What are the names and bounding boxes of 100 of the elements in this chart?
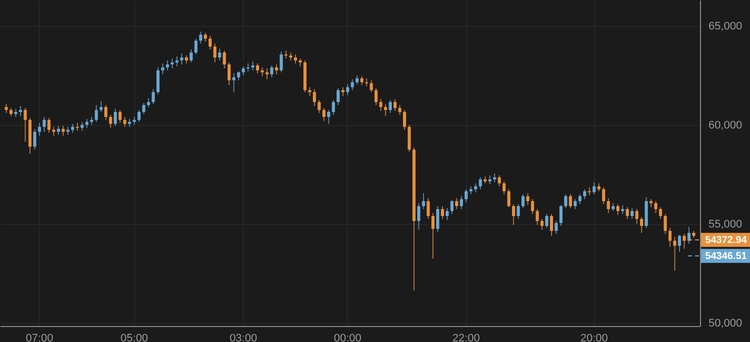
candlestick (592, 182, 596, 195)
candlestick (322, 108, 326, 122)
candlestick (274, 64, 278, 75)
candlestick (574, 198, 577, 210)
candlestick (540, 218, 544, 230)
candlestick (208, 35, 212, 50)
candlestick (578, 194, 582, 205)
candlestick (530, 198, 534, 215)
candlestick (152, 88, 155, 105)
candlestick (350, 78, 354, 91)
candlestick (374, 88, 378, 106)
candlestick (664, 214, 667, 234)
candlestick (38, 122, 42, 136)
candlestick (568, 194, 572, 209)
candlestick (18, 106, 22, 116)
candlestick (682, 233, 686, 250)
candlestick (478, 176, 482, 190)
candlestick (218, 48, 222, 61)
candlestick (232, 72, 236, 93)
candlestick (42, 116, 46, 132)
x-tick-label: 00:00 (334, 332, 362, 342)
candlestick (678, 234, 682, 252)
y-tick-label: 65,000 (708, 20, 742, 32)
candlestick (460, 196, 463, 210)
candlestick (256, 62, 260, 74)
candlestick (398, 104, 402, 116)
candlestick (318, 100, 321, 114)
y-tick-label: 50,000 (708, 318, 742, 330)
candlestick (455, 198, 458, 210)
candlestick (384, 104, 388, 116)
x-tick-label: 07:00 (26, 332, 54, 342)
candlestick (346, 84, 350, 96)
candlestick (228, 62, 231, 86)
candlestick (104, 104, 108, 120)
candlestick (668, 227, 672, 248)
candlestick (422, 192, 426, 210)
candlestick (554, 220, 558, 234)
candlestick (222, 50, 226, 69)
y-tick-label: 60,000 (708, 119, 742, 132)
candlestick (516, 204, 520, 220)
candlestick (559, 204, 563, 226)
candlestick (161, 62, 164, 75)
candlestick (426, 198, 430, 220)
candlestick (658, 206, 662, 220)
x-tick-label: 20:00 (580, 332, 608, 342)
candlestick (123, 116, 126, 128)
candlestick (564, 194, 568, 209)
candlestick (502, 180, 506, 195)
candlestick (550, 214, 554, 236)
candlestick (626, 206, 629, 220)
candlestick (100, 100, 103, 112)
candlestick (635, 208, 638, 224)
candlestick (450, 200, 454, 215)
candlestick (109, 114, 112, 128)
candlestick (370, 80, 373, 93)
candlestick (512, 204, 516, 226)
candlestick (388, 100, 392, 114)
candlestick (464, 188, 468, 203)
x-tick-label: 05:00 (120, 332, 148, 342)
candlestick (47, 117, 50, 134)
candlestick (312, 88, 316, 107)
candlestick (270, 64, 274, 78)
candlestick (408, 124, 411, 152)
candlestick (280, 51, 283, 73)
candlestick (142, 102, 146, 114)
candlestick (526, 192, 530, 206)
candlestick (431, 212, 435, 260)
candlestick (654, 200, 658, 214)
candlestick (327, 109, 330, 124)
candlestick (24, 108, 27, 142)
candlestick (114, 108, 117, 126)
candlestick (199, 31, 202, 44)
candlestick (213, 43, 216, 63)
candlestick (583, 188, 586, 200)
candlestick (180, 53, 184, 65)
candlestick (640, 216, 644, 234)
candlestick (170, 58, 174, 69)
candlestick (194, 38, 198, 55)
candlestick (498, 174, 501, 187)
candlestick (265, 68, 269, 80)
candlestick (62, 125, 65, 136)
candlestick (332, 100, 335, 116)
candlestick (336, 88, 340, 106)
text: 54372.94 (705, 234, 748, 246)
candlestick (190, 49, 193, 63)
candlestick (402, 109, 406, 130)
x-tick-label: 22:00 (452, 332, 480, 342)
candlestick (118, 109, 122, 124)
candlestick (33, 128, 36, 150)
candlestick (436, 206, 440, 232)
candlestick (94, 104, 98, 122)
candlestick (394, 98, 397, 112)
candlestick (630, 208, 634, 220)
candlestick (616, 204, 620, 216)
candlestick (522, 194, 525, 209)
y-tick-label: 55,000 (708, 218, 742, 230)
candlestick (156, 66, 160, 95)
candlestick (166, 60, 170, 71)
candlestick (440, 206, 444, 220)
candlestick (545, 214, 548, 228)
